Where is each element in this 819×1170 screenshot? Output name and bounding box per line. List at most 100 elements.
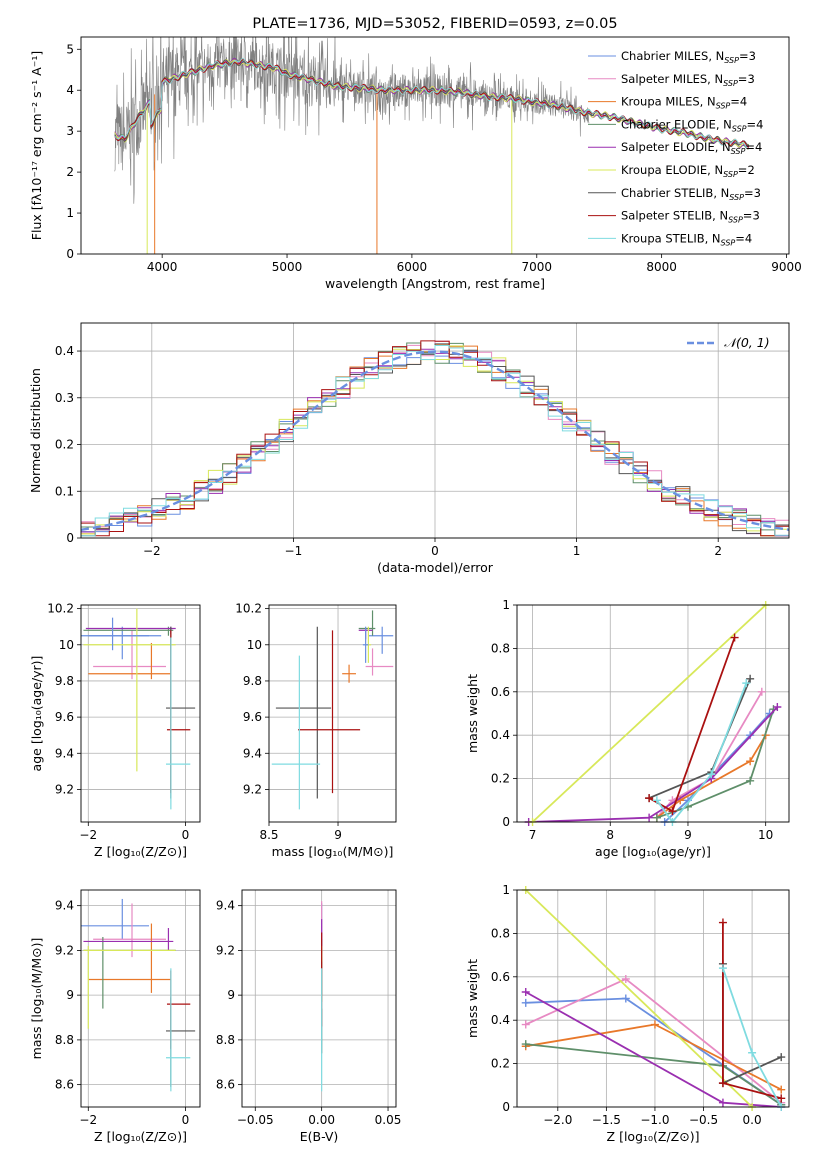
plot-frame: [516, 604, 790, 823]
y-tick-label: 8.8: [216, 1033, 235, 1047]
errorbar-point: [166, 968, 191, 1092]
y-tick-label: 0.4: [55, 344, 74, 358]
x-tick-label: 9000: [771, 260, 802, 274]
legend-entry: Kroupa STELIB, NSSP=4: [621, 231, 752, 247]
series-marker: [773, 702, 782, 711]
normal-curve: [80, 350, 790, 531]
series-marker: [707, 770, 716, 779]
plot-frame: [80, 322, 790, 539]
series-marker: [621, 974, 630, 983]
y-tick-label: 9.6: [243, 710, 262, 724]
errorbar-point: [81, 626, 149, 660]
y-tick-label: 0: [502, 1100, 510, 1114]
y-tick-label: 0.6: [491, 685, 510, 699]
y-tick-label: 0.8: [491, 926, 510, 940]
y-tick-label: 0: [502, 815, 510, 829]
x-tick-label: 0: [182, 828, 190, 842]
x-axis-label: mass [log₁₀(M/M⊙)]: [272, 844, 394, 859]
x-tick-label: 0: [182, 1113, 190, 1127]
x-tick-label: 5000: [272, 260, 303, 274]
x-tick-label: 7: [529, 828, 537, 842]
errorbar-point: [83, 936, 176, 1009]
y-tick-label: 9.6: [55, 710, 74, 724]
series-marker: [652, 813, 661, 822]
series-marker: [521, 998, 530, 1007]
x-tick-label: 8.5: [259, 828, 278, 842]
series-line: [528, 706, 778, 822]
series-line: [531, 605, 767, 822]
x-tick-label: 0.00: [308, 1113, 335, 1127]
age_vs_Z-axes: [77, 605, 200, 826]
y-axis-label: Flux [fλ10⁻¹⁷ erg cm⁻² s⁻¹ A⁻¹]: [29, 51, 44, 240]
legend-entry: 𝒩(0, 1): [724, 335, 770, 350]
legend-entry: Salpeter STELIB, NSSP=3: [621, 209, 760, 225]
x-tick-label: −2: [79, 1113, 97, 1127]
y-tick-label: 9.2: [216, 943, 235, 957]
errorbar-point: [342, 664, 356, 683]
series-marker: [746, 674, 755, 683]
errorbar-point: [271, 655, 321, 810]
errorbar-point: [362, 626, 369, 663]
series-line: [656, 691, 763, 819]
errorbar-point: [88, 617, 162, 651]
y-axis-label: mass weight: [465, 674, 480, 753]
x-tick-label: −1: [285, 544, 303, 558]
x-tick-label: −1.0: [640, 1113, 669, 1127]
y-tick-label: 0.2: [55, 438, 74, 452]
y-tick-label: 1: [502, 598, 510, 612]
weight_vs_Z-axes: [513, 889, 789, 1111]
y-tick-label: 0: [66, 531, 74, 545]
y-tick-label: 9: [227, 988, 235, 1002]
x-tick-label: 0.05: [375, 1113, 402, 1127]
mass_vs_Z-axes: [77, 890, 200, 1111]
x-axis-label: age [log₁₀(age/yr)]: [595, 844, 711, 859]
plot-frame: [268, 604, 397, 823]
x-tick-label: 0: [431, 544, 439, 558]
x-tick-label: 8: [606, 828, 614, 842]
x-tick-label: 9: [334, 828, 342, 842]
plot-frame: [241, 889, 397, 1108]
series-marker: [621, 994, 630, 1003]
series-marker: [746, 757, 755, 766]
chart-title: PLATE=1736, MJD=53052, FIBERID=0593, z=0…: [252, 16, 617, 32]
y-tick-label: 1: [66, 206, 74, 220]
series-line: [525, 890, 753, 1107]
errorbar-point: [275, 626, 332, 799]
y-axis-label: mass [log₁₀(M/M⊙)]: [29, 938, 44, 1060]
x-tick-label: 2: [714, 544, 722, 558]
series-marker: [718, 918, 727, 927]
y-tick-label: 0.2: [491, 1057, 510, 1071]
series-line: [648, 637, 736, 813]
y-tick-label: 9: [66, 988, 74, 1002]
errorbar-point: [297, 630, 361, 794]
series-marker: [652, 796, 661, 805]
x-tick-label: 0.0: [743, 1113, 762, 1127]
x-axis-label: Z [log₁₀(Z/Z⊙)]: [607, 1129, 700, 1144]
series-marker: [521, 987, 530, 996]
x-tick-label: 10: [758, 828, 773, 842]
x-tick-label: −0.5: [689, 1113, 718, 1127]
y-tick-label: 9.8: [243, 674, 262, 688]
series-marker: [645, 794, 654, 803]
x-axis-label: E(B-V): [300, 1129, 339, 1144]
y-tick-label: 10.2: [235, 602, 262, 616]
y-tick-label: 0.1: [55, 484, 74, 498]
series-line: [525, 991, 782, 1107]
errorbar-point: [93, 630, 166, 680]
y-tick-label: 8.6: [55, 1078, 74, 1092]
y-tick-label: 0.8: [491, 641, 510, 655]
legend-entry: Salpeter ELODIE, NSSP=4: [621, 140, 762, 156]
errorbar-point: [88, 642, 171, 680]
errorbar-point: [93, 903, 166, 958]
x-axis-label: Z [log₁₀(Z/Z⊙)]: [94, 1129, 187, 1144]
errorbar-point: [88, 923, 171, 993]
model-kroupa-stelib: [114, 58, 750, 150]
x-tick-label: 7000: [521, 260, 552, 274]
x-axis-label: wavelength [Angstrom, rest frame]: [325, 276, 545, 291]
plot-frame: [80, 36, 790, 255]
y-tick-label: 0: [66, 247, 74, 261]
plot-frame: [80, 604, 201, 823]
y-tick-label: 9.4: [55, 899, 74, 913]
errorbar-point: [83, 928, 174, 951]
